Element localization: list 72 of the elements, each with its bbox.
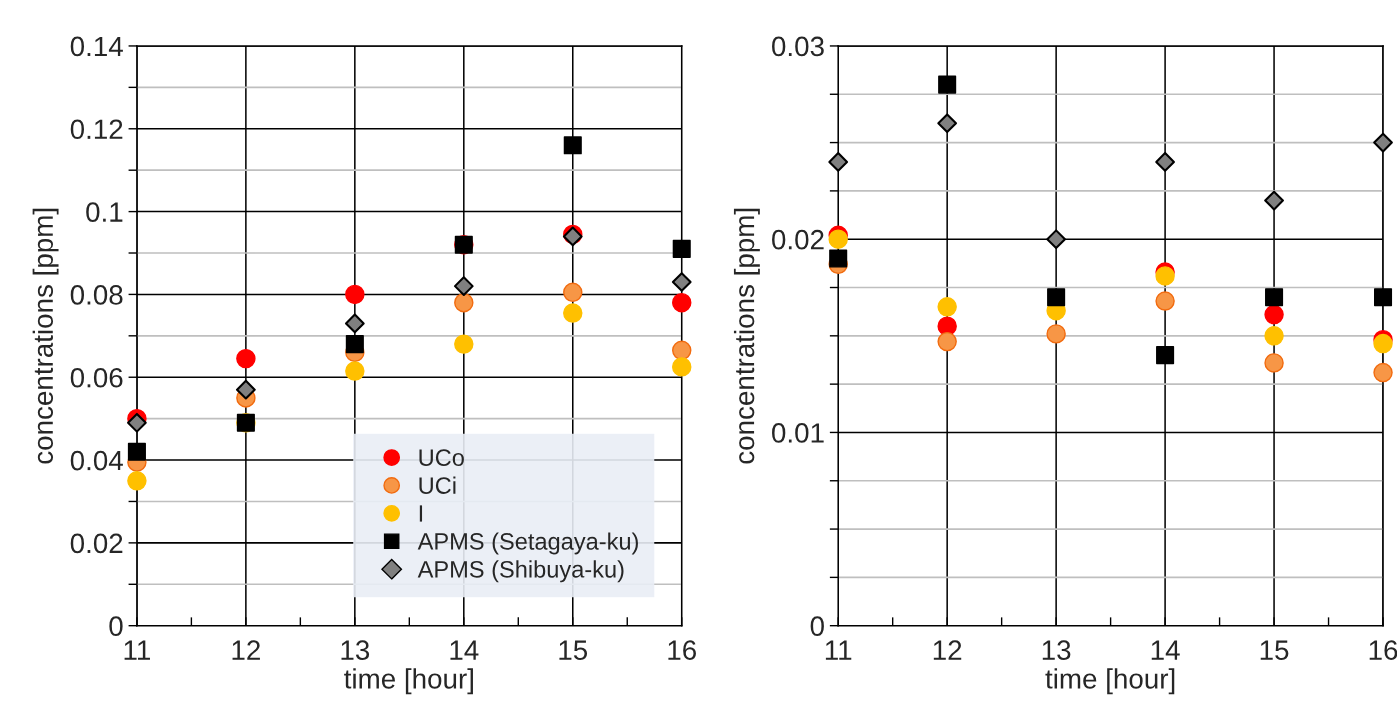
point: [937, 113, 958, 134]
point: [937, 331, 957, 352]
y-tick-label: 0.01: [772, 423, 824, 443]
point: [563, 282, 583, 303]
point: [453, 276, 474, 297]
point: [235, 379, 256, 400]
point: [1046, 324, 1066, 344]
x-tick-label: 13: [341, 640, 370, 660]
point: [1156, 346, 1175, 365]
legend-label: I: [419, 505, 423, 522]
y-tick-label: 0.04: [70, 450, 123, 471]
y-axis-title: concentrations [ppm]: [32, 208, 59, 464]
y-tick-label: 0.1: [86, 202, 123, 222]
point: [1155, 152, 1175, 172]
y-tick-label: 0.08: [70, 285, 123, 305]
y-tick-label: 0: [109, 616, 123, 637]
y-tick-label: 0.02: [772, 229, 824, 250]
x-tick-label: 15: [559, 640, 588, 660]
point: [671, 272, 692, 292]
x-tick-label: 12: [232, 640, 260, 660]
point: [829, 249, 848, 268]
point: [828, 152, 849, 172]
y-tick-label: 0.14: [70, 36, 123, 57]
x-axis-title: time [hour]: [1045, 668, 1175, 695]
point: [236, 348, 256, 369]
x-axis-title: time [hour]: [344, 668, 473, 695]
point: [454, 292, 474, 313]
point: [345, 284, 365, 305]
point: [344, 313, 365, 334]
x-tick-label: 14: [450, 640, 479, 660]
point: [1265, 288, 1284, 307]
point: [1264, 353, 1284, 373]
point: [127, 442, 146, 461]
y-axis-title: concentrations [ppm]: [733, 208, 760, 464]
point: [672, 340, 692, 361]
legend-label: APMS (Setagaya-ku): [417, 532, 638, 555]
point: [1264, 304, 1284, 325]
x-tick-label: 12: [933, 640, 962, 660]
point: [672, 239, 691, 258]
x-tick-label: 11: [825, 640, 852, 660]
point: [563, 136, 582, 155]
x-tick-label: 16: [1369, 640, 1397, 660]
x-tick-label: 11: [124, 640, 150, 660]
point: [345, 335, 364, 354]
point: [1047, 288, 1066, 307]
point: [1046, 229, 1067, 250]
point: [454, 334, 474, 354]
legend-label: UCi: [419, 476, 456, 494]
y-tick-label: 0.12: [70, 119, 123, 140]
point: [1374, 288, 1393, 307]
point: [1373, 132, 1393, 153]
point: [937, 297, 957, 317]
y-tick-label: 0: [810, 616, 824, 637]
legend-label: UCo: [419, 449, 464, 467]
point: [563, 303, 583, 323]
point: [1155, 291, 1175, 311]
point: [127, 471, 147, 491]
point: [1264, 190, 1284, 211]
x-tick-label: 15: [1260, 640, 1289, 660]
point: [345, 361, 365, 381]
x-tick-label: 14: [1151, 640, 1180, 660]
point: [1373, 362, 1393, 383]
y-tick-label: 0.06: [70, 367, 123, 388]
point: [1264, 326, 1284, 346]
point: [672, 292, 692, 313]
y-tick-label: 0.03: [772, 36, 824, 57]
y-tick-label: 0.02: [70, 533, 123, 554]
x-tick-label: 16: [668, 640, 696, 660]
legend-label: APMS (Shibuya-ku): [417, 560, 624, 583]
x-tick-label: 13: [1042, 640, 1071, 660]
point: [938, 75, 957, 94]
point: [672, 357, 692, 377]
